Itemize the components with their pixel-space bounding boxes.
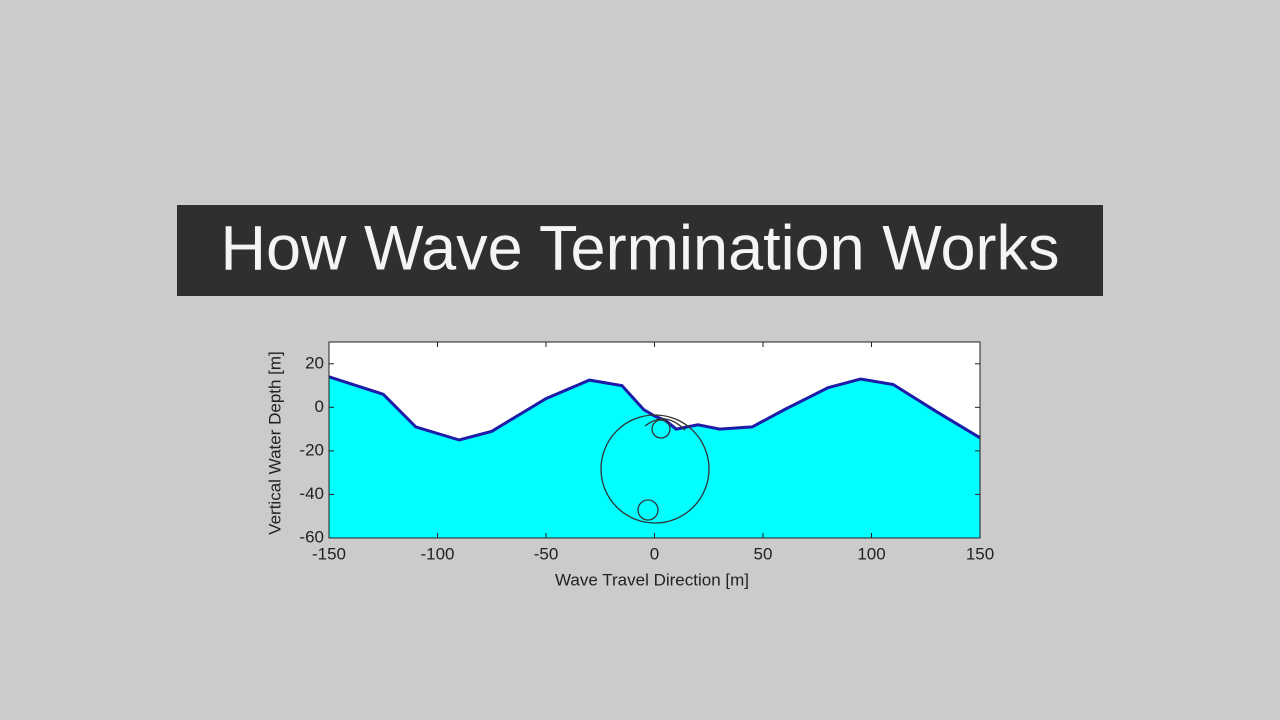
y-tick-label: -60 [299, 527, 324, 546]
float [637, 499, 659, 521]
x-tick-label: -100 [420, 544, 454, 563]
x-tick-label: 0 [650, 544, 659, 563]
chart-title: How Wave Termination Works [220, 214, 1059, 284]
device [600, 414, 710, 524]
plot [328, 375, 981, 538]
y-tick-label: 0 [315, 397, 324, 416]
x-tick-label: -150 [312, 544, 346, 563]
x-tick-label: 50 [754, 544, 773, 563]
x-tick-label: 100 [857, 544, 885, 563]
y-tick-label: 20 [305, 353, 324, 372]
y-tick-label: -20 [299, 440, 324, 459]
float [651, 419, 671, 439]
x-axis-label: Wave Travel Direction [m] [555, 570, 749, 589]
x-tick-label: 150 [966, 544, 994, 563]
y-tick-label: -40 [299, 484, 324, 503]
water-surface [328, 375, 981, 442]
title-banner [177, 205, 1103, 296]
y-axis-label: Vertical Water Depth [m] [265, 351, 284, 535]
arm [644, 418, 686, 431]
water-area [329, 376, 980, 538]
device-body [600, 414, 710, 524]
x-tick-label: -50 [534, 544, 559, 563]
